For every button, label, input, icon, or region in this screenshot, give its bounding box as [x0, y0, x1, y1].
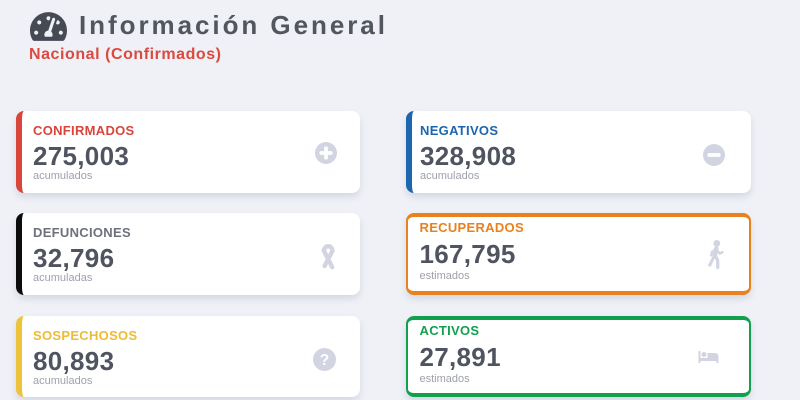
svg-text:?: ?	[320, 352, 329, 369]
